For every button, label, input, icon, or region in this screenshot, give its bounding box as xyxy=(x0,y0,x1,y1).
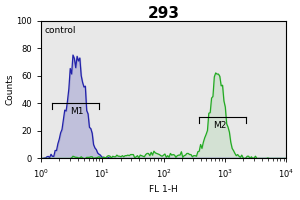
Text: M1: M1 xyxy=(70,107,83,116)
X-axis label: FL 1-H: FL 1-H xyxy=(149,185,178,194)
Text: M2: M2 xyxy=(214,121,227,130)
Text: control: control xyxy=(44,26,76,35)
Title: 293: 293 xyxy=(148,6,179,21)
Y-axis label: Counts: Counts xyxy=(6,74,15,105)
